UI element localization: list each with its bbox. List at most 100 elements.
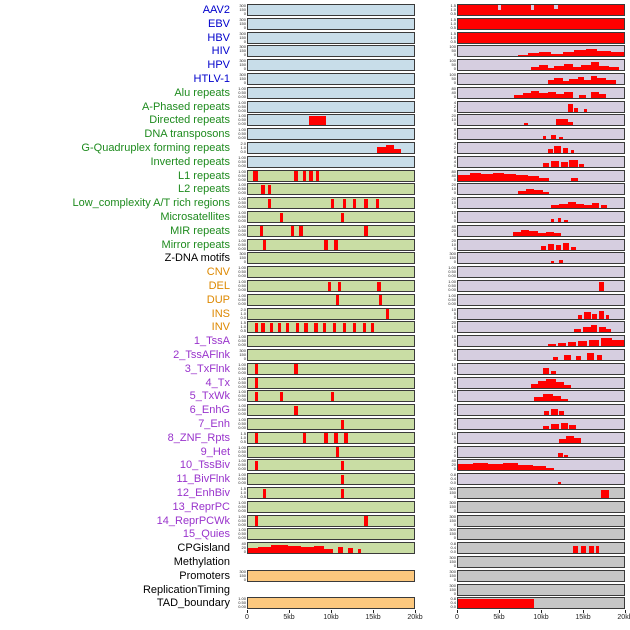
- data-mark: [554, 9, 558, 15]
- y-axis-ticks: 1.00 0.50 0.00: [233, 335, 246, 347]
- track-panel-left: [247, 293, 415, 306]
- y-axis-ticks: 10 5 0: [443, 431, 456, 444]
- track-panel-right: [457, 4, 625, 16]
- y-axis-tick-label: 0: [453, 314, 456, 320]
- data-mark: [572, 546, 578, 554]
- data-mark: [539, 65, 548, 71]
- data-mark: [562, 81, 570, 84]
- y-axis-tick-label: 1.00: [238, 168, 246, 174]
- y-axis-tick-label: 0.0: [450, 480, 456, 486]
- y-axis-ticks: 1.00 0.50 0.00: [233, 224, 246, 237]
- y-axis-ticks: 20 10 0: [443, 197, 456, 209]
- data-mark: [597, 78, 606, 84]
- data-mark: [267, 198, 272, 209]
- data-mark: [559, 137, 563, 140]
- data-mark: [334, 240, 338, 250]
- data-mark: [375, 198, 380, 209]
- y-axis-tick-label: 0.5: [240, 494, 246, 499]
- data-mark: [458, 18, 624, 29]
- data-mark: [291, 226, 295, 236]
- data-mark: [585, 49, 598, 57]
- y-axis-tick-label: 0: [453, 162, 456, 168]
- data-mark: [458, 599, 535, 609]
- data-mark: [550, 135, 556, 140]
- data-mark: [364, 516, 368, 526]
- y-axis-tick-label: 150: [449, 572, 456, 578]
- data-mark: [531, 90, 540, 98]
- y-axis-tick-label: 1.0: [450, 34, 456, 40]
- y-axis-tick-label: 0.50: [238, 448, 246, 454]
- track-panel-right: [457, 431, 625, 444]
- data-mark: [364, 226, 368, 236]
- y-axis-ticks: 1.5 1.0 0.5: [443, 17, 456, 30]
- y-axis-tick-label: 0.00: [448, 273, 456, 279]
- data-mark: [609, 67, 619, 71]
- y-axis-tick-label: 0: [243, 24, 246, 30]
- y-axis-tick-label: 0: [453, 245, 456, 251]
- y-axis-tick-label: 20: [451, 182, 456, 188]
- data-mark: [610, 52, 624, 57]
- y-axis-tick-label: 300: [239, 568, 246, 574]
- y-axis-tick-label: 1.00: [238, 499, 246, 505]
- track-label: CPGisland: [177, 542, 230, 555]
- y-axis-tick-label: 1.0: [450, 7, 456, 12]
- data-mark: [564, 92, 573, 98]
- data-mark: [331, 198, 335, 209]
- track-label: Inverted repeats: [150, 155, 231, 168]
- track-label: L2 repeats: [178, 183, 230, 196]
- data-mark: [539, 93, 548, 98]
- data-mark: [542, 394, 553, 402]
- y-axis-tick-label: 5: [453, 434, 456, 440]
- data-mark: [559, 438, 566, 443]
- track-label: DEL: [208, 280, 230, 292]
- y-axis-tick-label: 4: [453, 421, 456, 426]
- track-label: CNV: [206, 266, 230, 279]
- y-axis-tick-label: 1.00: [448, 265, 456, 271]
- y-axis-ticks: 20 10 0: [443, 238, 456, 251]
- track-panel-right: [457, 197, 625, 210]
- data-mark: [277, 322, 282, 333]
- y-axis-tick-label: 0.00: [238, 273, 246, 279]
- track-panel-left: [247, 528, 415, 541]
- data-mark: [526, 189, 535, 195]
- y-axis-tick-label: 0: [453, 190, 456, 196]
- y-axis-tick-label: 0.00: [238, 425, 246, 430]
- track-label: DUP: [206, 293, 230, 306]
- y-axis-tick-label: 0.00: [238, 287, 246, 292]
- data-mark: [569, 425, 576, 429]
- data-mark: [599, 93, 606, 98]
- y-axis-tick-label: 0: [243, 549, 246, 555]
- y-axis-tick-label: 1.00: [238, 196, 246, 202]
- y-axis-ticks: 0.8 0.4 0.0: [443, 473, 456, 485]
- data-mark: [559, 260, 563, 264]
- y-axis-ticks: 1.00 0.50 0.00: [233, 280, 246, 292]
- y-axis-tick-label: 0.50: [238, 407, 246, 413]
- y-axis-ticks: 300 150 0: [443, 556, 456, 568]
- data-mark: [605, 314, 610, 319]
- y-axis-ticks: 10 5 0: [443, 390, 456, 402]
- data-mark: [254, 433, 258, 443]
- y-axis-tick-label: 1.00: [238, 472, 246, 478]
- data-mark: [492, 172, 505, 181]
- y-axis-tick-label: 150: [239, 34, 246, 40]
- data-mark: [531, 9, 535, 15]
- track-panel-left: [247, 183, 415, 196]
- x-axis-tick-label: 15kb: [575, 614, 591, 622]
- y-axis-tick-label: 0: [243, 38, 246, 44]
- x-axis-tick-label: 20kb: [407, 614, 423, 622]
- data-mark: [577, 77, 585, 84]
- y-axis-ticks: 300 150 0: [443, 528, 456, 540]
- data-mark: [534, 397, 543, 402]
- y-axis-tick-label: 5: [453, 214, 456, 219]
- data-mark: [364, 198, 368, 209]
- y-axis-tick-label: 0.00: [238, 121, 246, 127]
- track-label: 5_TxWk: [189, 390, 230, 403]
- data-mark: [517, 464, 533, 471]
- x-axis-tick: [289, 610, 290, 614]
- y-axis-tick-label: 0.00: [238, 162, 246, 168]
- y-axis-tick-label: 40: [241, 541, 246, 547]
- y-axis-tick-label: 1.0: [240, 434, 246, 440]
- data-mark: [557, 343, 566, 347]
- y-axis-tick-label: 300: [239, 3, 246, 8]
- y-axis-tick-label: 0.50: [238, 241, 246, 247]
